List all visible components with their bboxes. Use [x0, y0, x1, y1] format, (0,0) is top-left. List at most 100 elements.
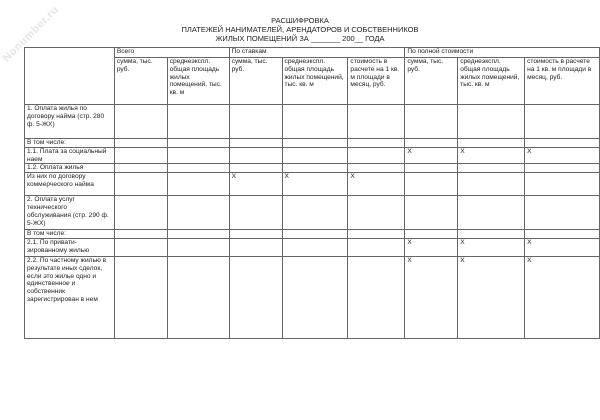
- table-cell: [281, 255, 349, 339]
- table-row: 1. Оплата жилья по договору найма (стр. …: [24, 104, 600, 139]
- row-label: 2.1. По привати-зированному жилью: [24, 237, 115, 257]
- table-cell: [166, 229, 230, 239]
- table-cell: [457, 172, 526, 197]
- row-label: В том числе:: [24, 229, 115, 239]
- table-cell: [113, 237, 168, 257]
- group-header: Всего: [113, 47, 230, 58]
- table-cell: X: [524, 237, 600, 257]
- table-cell: [457, 163, 526, 174]
- table-cell: [524, 195, 600, 231]
- table-cell: [524, 172, 600, 197]
- table-cell: [404, 229, 459, 239]
- table-cell: [113, 255, 168, 339]
- table-cell: [228, 163, 283, 174]
- table-cell: [281, 163, 349, 174]
- table-cell: [166, 146, 230, 165]
- table-cell: [347, 163, 406, 174]
- table-cell: [113, 104, 168, 139]
- table-cell: [281, 104, 349, 139]
- table-cell: [166, 195, 230, 231]
- column-header: среднеэкспл. общая площадь жилых помещен…: [281, 57, 349, 105]
- column-header: сумма, тыс. руб.: [404, 57, 459, 105]
- corner-cell: [24, 47, 115, 105]
- table-cell: [113, 229, 168, 239]
- table-cell: X: [524, 255, 600, 339]
- table-cell: [113, 172, 168, 197]
- table-cell: [347, 146, 406, 165]
- title-line: ПЛАТЕЖЕЙ НАНИМАТЕЛЕЙ, АРЕНДАТОРОВ И СОБС…: [181, 25, 419, 34]
- row-label: 1.2. Оплата жилья: [24, 163, 115, 174]
- table-cell: [457, 138, 526, 148]
- table-row: 2.1. По привати-зированному жилью X X X: [24, 237, 600, 257]
- table-cell: [166, 255, 230, 339]
- row-label: Из них по договору коммерческого найма: [24, 172, 115, 197]
- table-cell: [166, 104, 230, 139]
- table-cell: [404, 138, 459, 148]
- table-cell: X: [404, 146, 459, 165]
- table-cell: [166, 172, 230, 197]
- table-cell: [113, 138, 168, 148]
- table-cell: [166, 138, 230, 148]
- table-cell: [347, 138, 406, 148]
- column-header: сумма, тыс. руб.: [113, 57, 168, 105]
- table-cell: [281, 138, 349, 148]
- table-cell: [228, 255, 283, 339]
- table-cell: [281, 146, 349, 165]
- table-cell: [404, 104, 459, 139]
- table-row: В том числе:: [24, 138, 600, 148]
- table-cell: [228, 138, 283, 148]
- table-cell: [228, 146, 283, 165]
- table-row: 2. Оплата услуг технического обслуживани…: [24, 195, 600, 231]
- table-cell: [113, 163, 168, 174]
- group-header: По полной стоимости: [404, 47, 600, 58]
- table-row: 2.2. По частному жилью в результате иных…: [24, 255, 600, 339]
- table-cell: [166, 163, 230, 174]
- group-header: По ставкам: [228, 47, 406, 58]
- row-label: 1.1. Плата за социальный наем: [24, 146, 115, 165]
- table-cell: [524, 229, 600, 239]
- table-cell: [524, 138, 600, 148]
- column-header: среднеэкспл. общая площадь жилых помещен…: [166, 57, 230, 105]
- table-cell: [281, 195, 349, 231]
- table-cell: [347, 229, 406, 239]
- table-cell: [113, 195, 168, 231]
- table-row: 1.1. Плата за социальный наем X X X: [24, 146, 600, 165]
- row-label: 2.2. По частному жилью в результате иных…: [24, 255, 115, 339]
- row-label: В том числе:: [24, 138, 115, 148]
- table-cell: [113, 146, 168, 165]
- table-cell: X: [457, 255, 526, 339]
- table-cell: [404, 163, 459, 174]
- column-header: стоимость в расчете на 1 кв. м площади в…: [347, 57, 406, 105]
- column-header: стоимость в расчете на 1 кв. м площади в…: [524, 57, 600, 105]
- table-cell: [281, 237, 349, 257]
- payments-table: Всего По ставкам По полной стоимости сум…: [24, 47, 600, 339]
- table-cell: [457, 229, 526, 239]
- table-cell: [281, 229, 349, 239]
- table-cell: [347, 104, 406, 139]
- table-cell: X: [281, 172, 349, 197]
- table-cell: [228, 229, 283, 239]
- row-label: 2. Оплата услуг технического обслуживани…: [24, 195, 115, 231]
- document-title: РАСШИФРОВКА ПЛАТЕЖЕЙ НАНИМАТЕЛЕЙ, АРЕНДА…: [0, 16, 600, 43]
- table-cell: [228, 195, 283, 231]
- table-cell: [524, 104, 600, 139]
- table-row: В том числе:: [24, 229, 600, 239]
- title-line: РАСШИФРОВКА: [271, 16, 329, 25]
- table-cell: [524, 163, 600, 174]
- table-cell: [457, 195, 526, 231]
- table-cell: X: [457, 237, 526, 257]
- table-cell: [347, 195, 406, 231]
- column-header: сумма, тыс. руб.: [228, 57, 283, 105]
- table-cell: X: [404, 237, 459, 257]
- table-cell: [228, 237, 283, 257]
- table-cell: [457, 104, 526, 139]
- table-row: Из них по договору коммерческого найма X X…: [24, 172, 600, 197]
- table-cell: [404, 172, 459, 197]
- table-cell: [347, 237, 406, 257]
- table-cell: X: [404, 255, 459, 339]
- row-label: 1. Оплата жилья по договору найма (стр. …: [24, 104, 115, 139]
- table-cell: X: [524, 146, 600, 165]
- table-cell: [347, 255, 406, 339]
- column-header: среднеэкспл. общая площадь жилых помещен…: [457, 57, 526, 105]
- table-cell: X: [457, 146, 526, 165]
